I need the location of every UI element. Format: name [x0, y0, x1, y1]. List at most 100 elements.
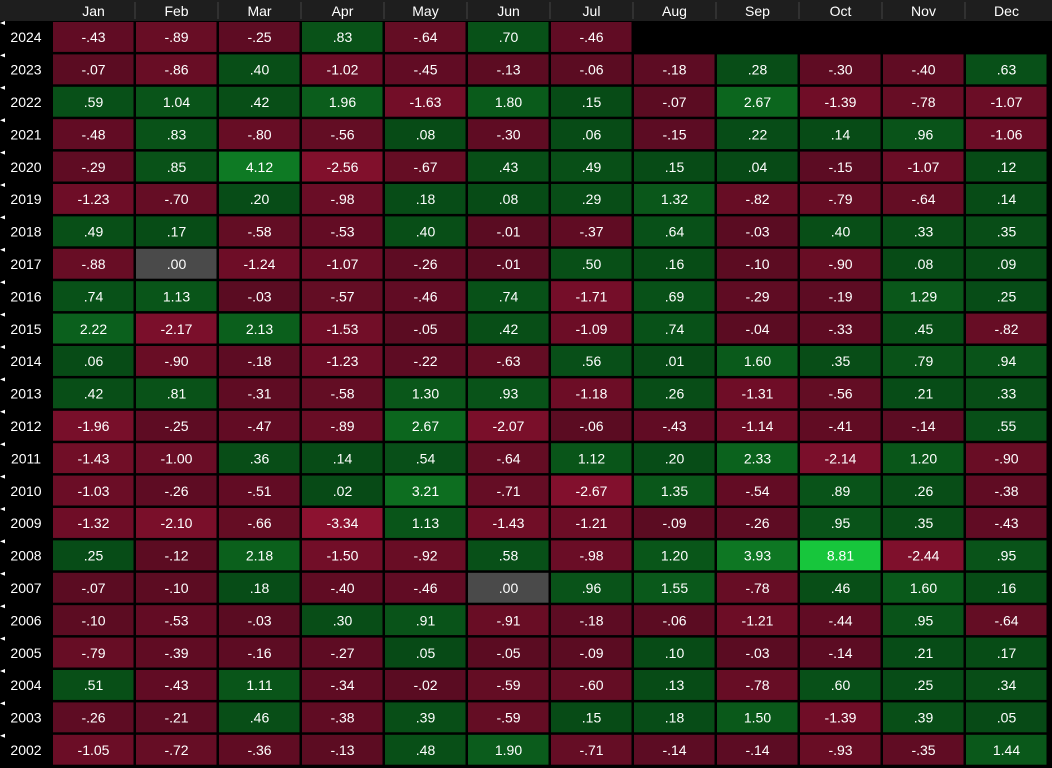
cell-value-2015-jul: -1.09 [576, 321, 608, 337]
cell-value-2017-aug: .16 [665, 256, 685, 272]
year-label-2006: 2006 [10, 612, 41, 628]
cell-value-2018-sep: -.03 [745, 224, 769, 240]
cell-value-2011-feb: -1.00 [161, 450, 193, 466]
year-label-2015: 2015 [10, 321, 41, 337]
cell-2019-aug [633, 183, 716, 215]
cell-2010-jan [52, 474, 135, 507]
cell-value-2011-jan: -1.43 [78, 450, 110, 466]
cell-2017-apr [301, 247, 384, 280]
cell-value-2006-jan: -.10 [81, 612, 105, 628]
cell-2009-sep [716, 507, 799, 539]
cell-value-2008-aug: 1.20 [661, 548, 688, 564]
cell-2011-jul [550, 442, 633, 475]
cell-2019-jan [52, 183, 135, 215]
cell-value-2016-nov: 1.29 [910, 288, 937, 304]
cell-value-2004-jan: .51 [84, 677, 104, 693]
row-tick-icon [0, 442, 5, 447]
cell-2002-jan [52, 733, 135, 766]
cell-2011-oct [799, 442, 882, 475]
cell-value-2024-mar: -.25 [247, 29, 271, 45]
cell-value-2016-jun: .74 [499, 288, 519, 304]
cell-2019-oct [799, 183, 882, 215]
cell-2021-sep [716, 118, 799, 151]
cell-2018-sep [716, 215, 799, 248]
cell-value-2003-mar: .46 [250, 710, 270, 726]
cell-value-2003-aug: .18 [665, 710, 685, 726]
cell-value-2017-apr: -1.07 [327, 256, 359, 272]
cell-2003-jan [52, 701, 135, 734]
cell-2006-jan [52, 604, 135, 637]
cell-2008-jan [52, 539, 135, 572]
cell-2020-jun [467, 150, 550, 183]
cell-2022-mar [218, 85, 301, 118]
cell-value-2004-feb: -.43 [164, 677, 188, 693]
cell-2007-nov [882, 571, 965, 604]
cell-value-2002-nov: -.35 [911, 742, 935, 758]
cell-2009-aug [633, 507, 716, 539]
cell-value-2009-dec: -.43 [994, 515, 1018, 531]
cell-value-2013-jan: .42 [84, 386, 104, 402]
row-tick-icon [0, 183, 5, 187]
cell-value-2019-jan: -1.23 [78, 191, 110, 207]
cell-2022-sep [716, 85, 799, 118]
cell-value-2010-oct: .89 [831, 483, 851, 499]
cell-2003-jun [467, 701, 550, 734]
cell-2020-jan [52, 150, 135, 183]
cell-value-2002-aug: -.14 [662, 742, 686, 758]
cell-value-2004-apr: -.34 [330, 677, 354, 693]
cell-value-2023-dec: .63 [997, 62, 1017, 78]
cell-2020-aug [633, 150, 716, 183]
cell-2004-mar [218, 669, 301, 701]
cell-2013-jan [52, 377, 135, 410]
cell-2007-apr [301, 571, 384, 604]
cell-value-2011-apr: .14 [333, 450, 353, 466]
cell-2022-jul [550, 85, 633, 118]
cell-2012-jun [467, 409, 550, 442]
cell-2005-oct [799, 636, 882, 669]
cell-value-2014-jan: .06 [84, 353, 104, 369]
cell-value-2010-jul: -2.67 [576, 483, 608, 499]
cell-value-2007-apr: -.40 [330, 580, 354, 596]
cell-value-2022-jun: 1.80 [495, 94, 522, 110]
cell-value-2012-oct: -.41 [828, 418, 852, 434]
cell-2008-jun [467, 539, 550, 572]
cell-value-2007-may: -.46 [413, 580, 437, 596]
cell-value-2021-nov: .96 [914, 126, 934, 142]
cell-value-2003-may: .39 [416, 710, 436, 726]
cell-2002-apr [301, 733, 384, 766]
cell-value-2012-sep: -1.14 [742, 418, 774, 434]
cell-2008-oct [799, 539, 882, 572]
cell-value-2019-sep: -.82 [745, 191, 769, 207]
cell-2007-jan [52, 571, 135, 604]
cell-value-2003-dec: .05 [997, 710, 1017, 726]
cell-2011-aug [633, 442, 716, 475]
cell-value-2012-feb: -.25 [164, 418, 188, 434]
cell-2012-oct [799, 409, 882, 442]
cell-2003-dec [965, 701, 1048, 734]
cell-2014-oct [799, 345, 882, 377]
cell-2017-may [384, 247, 467, 280]
cell-value-2017-jan: -.88 [81, 256, 105, 272]
cell-value-2007-aug: 1.55 [661, 580, 688, 596]
cell-2012-feb [135, 409, 218, 442]
cell-value-2003-feb: -.21 [164, 710, 188, 726]
cell-value-2012-apr: -.89 [330, 418, 354, 434]
cell-2022-feb [135, 85, 218, 118]
cell-value-2018-jul: -.37 [579, 224, 603, 240]
cell-value-2002-jul: -.71 [579, 742, 603, 758]
cell-2013-dec [965, 377, 1048, 410]
cell-2023-jun [467, 53, 550, 86]
cell-value-2020-dec: .12 [997, 159, 1017, 175]
cell-2004-apr [301, 669, 384, 701]
cell-value-2004-oct: .60 [831, 677, 851, 693]
cell-value-2011-aug: .20 [665, 450, 685, 466]
cell-2009-jul [550, 507, 633, 539]
cell-value-2016-oct: -.19 [828, 288, 852, 304]
cell-2023-aug [633, 53, 716, 86]
cell-2021-oct [799, 118, 882, 151]
cell-value-2023-apr: -1.02 [327, 62, 359, 78]
cell-value-2014-mar: -.18 [247, 353, 271, 369]
month-label-oct: Oct [830, 3, 852, 19]
cell-value-2022-feb: 1.04 [163, 94, 190, 110]
cell-2008-aug [633, 539, 716, 572]
